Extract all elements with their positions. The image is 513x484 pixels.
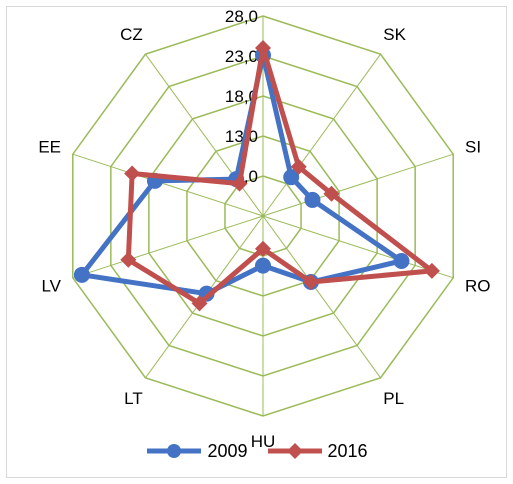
series-layer: [73, 40, 440, 312]
category-label-lt: LT: [124, 389, 143, 408]
legend-swatch-2016: [267, 443, 322, 459]
marker-2016-si: [323, 185, 340, 202]
legend-item-2009: 2009: [145, 440, 248, 462]
tick-label-3: 23,0: [225, 47, 258, 66]
marker-2016-lv: [120, 251, 137, 268]
marker-2009-si: [304, 191, 321, 208]
category-labels: BG SK SI RO PL HU LT LV EE CZ: [38, 0, 490, 451]
category-label-ro: RO: [465, 277, 491, 296]
marker-2016-ee: [124, 165, 141, 182]
spoke-si: [262, 153, 454, 217]
category-label-pl: PL: [383, 389, 404, 408]
legend-swatch-2009: [147, 444, 202, 458]
spoke-ee: [72, 153, 264, 217]
marker-2009-ro: [393, 252, 410, 269]
spoke-sk: [262, 53, 381, 217]
category-label-sk: SK: [383, 25, 406, 44]
marker-2016-hu: [255, 240, 271, 257]
tick-label-2: 18,0: [225, 87, 258, 106]
marker-2009-sk: [283, 169, 300, 186]
legend-label-2009: 2009: [207, 440, 248, 461]
tick-label-4: 28,0: [225, 7, 258, 26]
category-label-bg: BG: [251, 0, 276, 1]
category-label-hu: HU: [251, 432, 276, 451]
spoke-ro: [262, 215, 454, 279]
spoke-pl: [262, 215, 381, 379]
legend-item-2016: 2016: [266, 441, 368, 462]
marker-2009-hu: [255, 257, 271, 274]
category-label-si: SI: [465, 137, 481, 156]
category-label-cz: CZ: [120, 25, 143, 44]
category-label-lv: LV: [41, 277, 61, 296]
marker-2009-lv: [73, 266, 90, 283]
marker-2016-cz: [231, 175, 248, 192]
marker-2016-pl: [302, 274, 319, 291]
spoke-lv: [72, 215, 264, 279]
legend-label-2016: 2016: [327, 440, 368, 461]
spoke-cz: [145, 53, 264, 217]
marker-2016-bg: [255, 40, 271, 56]
marker-2016-lt: [191, 295, 208, 312]
category-label-ee: EE: [38, 137, 61, 156]
marker-2016-ro: [423, 262, 440, 279]
legend: 2009 2016: [0, 437, 513, 465]
marker-2016-sk: [290, 158, 307, 175]
